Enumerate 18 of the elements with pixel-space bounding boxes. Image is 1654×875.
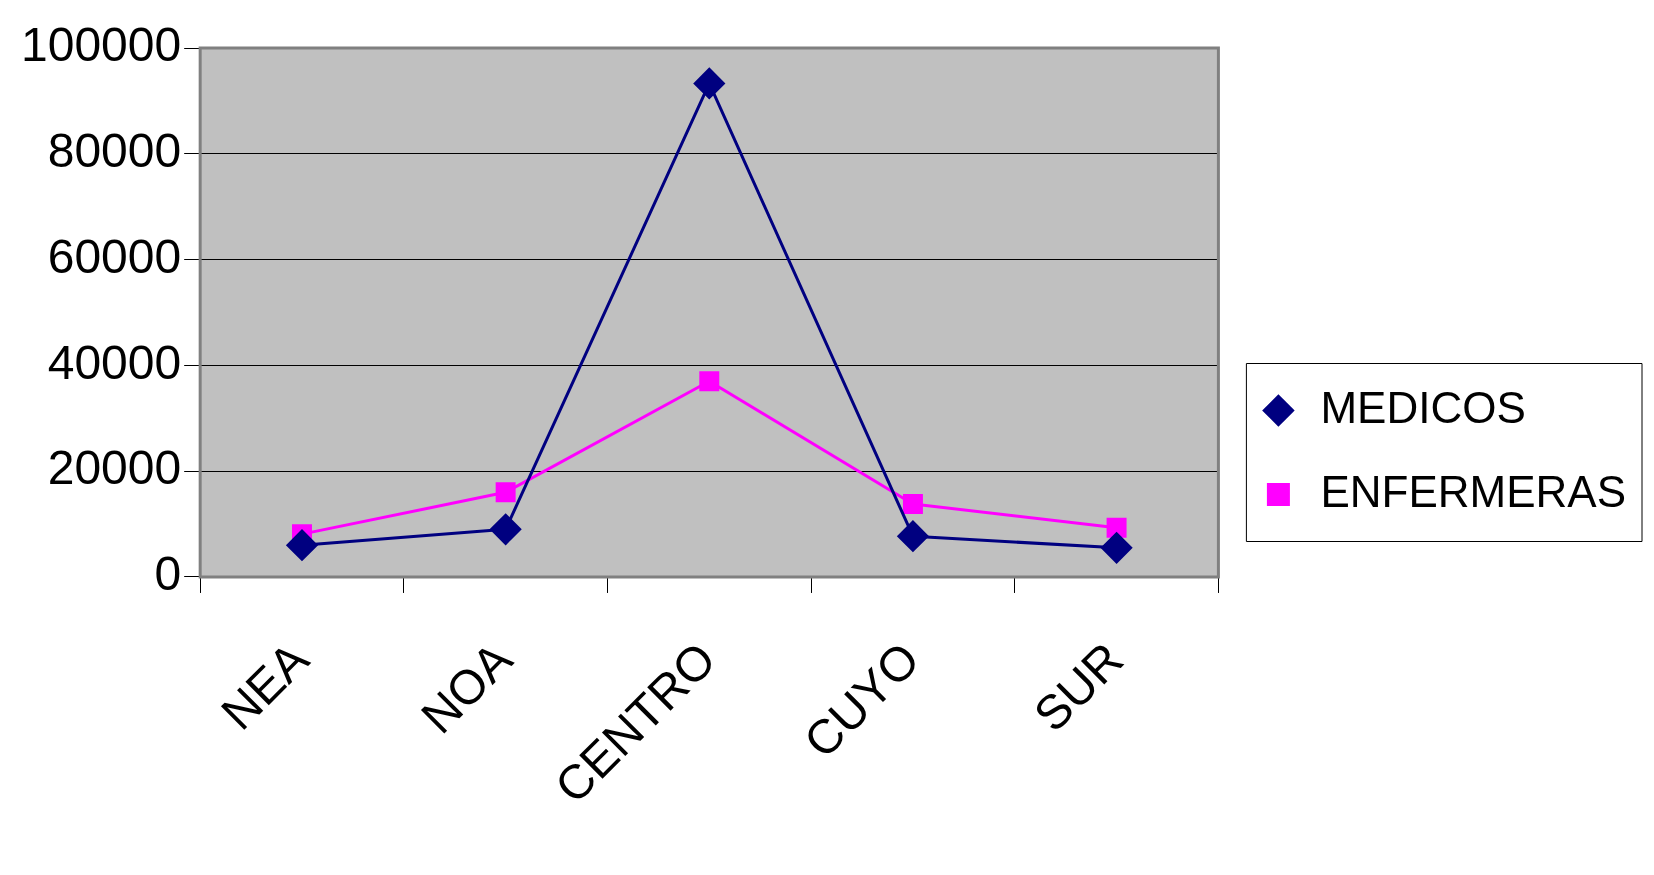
point xyxy=(897,520,929,552)
x-tick-label: NEA xyxy=(211,632,319,740)
point xyxy=(1101,532,1133,564)
point xyxy=(902,493,923,514)
point xyxy=(693,67,725,99)
legend-label: ENFERMERAS xyxy=(1320,466,1626,516)
y-tick-label: 60000 xyxy=(47,229,182,283)
point xyxy=(490,513,522,545)
y-tick-label: 100000 xyxy=(21,18,182,72)
y-tick-label: 0 xyxy=(154,547,182,601)
y-tick-label: 20000 xyxy=(47,441,182,495)
y-tick-label: 40000 xyxy=(47,335,182,389)
point xyxy=(286,529,318,561)
point xyxy=(495,482,516,503)
point xyxy=(1106,517,1127,538)
point xyxy=(699,371,720,392)
legend-label: MEDICOS xyxy=(1320,382,1526,432)
y-tick-label: 80000 xyxy=(47,124,182,178)
